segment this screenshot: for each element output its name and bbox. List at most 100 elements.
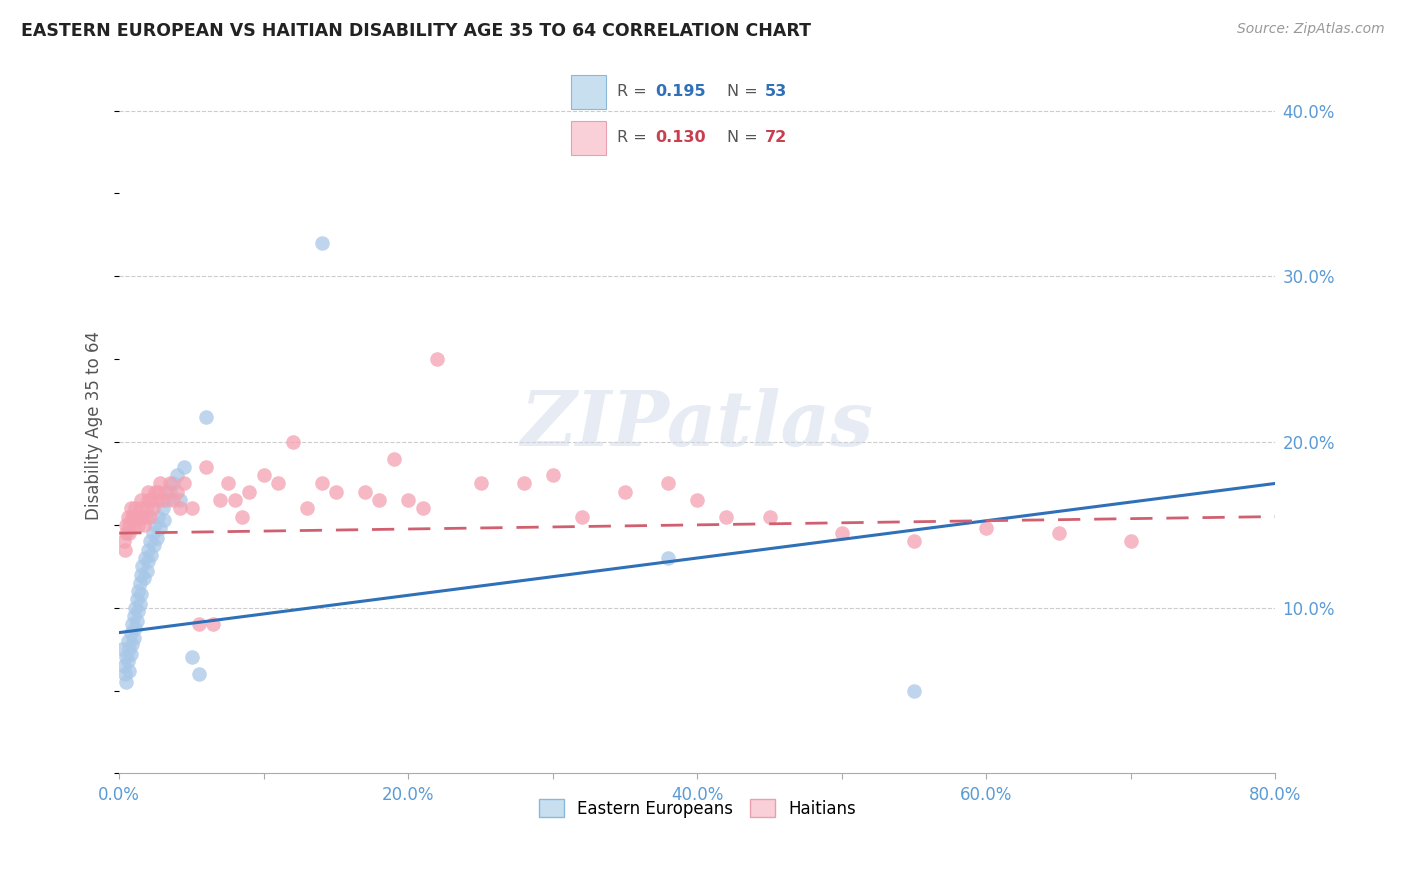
- Point: [325, 484, 347, 499]
- Point: [180, 650, 202, 665]
- Bar: [571, 75, 606, 109]
- Point: [135, 501, 157, 516]
- Text: Source: ZipAtlas.com: Source: ZipAtlas.com: [1237, 22, 1385, 37]
- Point: [118, 517, 141, 532]
- Point: [129, 501, 152, 516]
- Point: [470, 476, 492, 491]
- Point: [295, 501, 318, 516]
- Text: ZIPatlas: ZIPatlas: [520, 388, 875, 462]
- Point: [120, 625, 142, 640]
- Point: [127, 604, 149, 618]
- Point: [145, 484, 167, 499]
- Point: [903, 534, 925, 549]
- Point: [131, 559, 153, 574]
- Point: [125, 614, 148, 628]
- Point: [714, 509, 737, 524]
- Point: [128, 598, 150, 612]
- Point: [129, 567, 152, 582]
- Point: [118, 664, 141, 678]
- Point: [115, 517, 138, 532]
- Point: [368, 493, 391, 508]
- Text: 0.195: 0.195: [655, 84, 706, 99]
- Point: [541, 468, 564, 483]
- Point: [159, 484, 181, 499]
- Point: [173, 459, 195, 474]
- Point: [118, 526, 141, 541]
- Point: [148, 484, 170, 499]
- Point: [169, 501, 191, 516]
- Point: [136, 493, 159, 508]
- Point: [686, 493, 709, 508]
- Point: [169, 493, 191, 508]
- Point: [513, 476, 536, 491]
- Point: [180, 501, 202, 516]
- Point: [153, 513, 176, 527]
- Point: [114, 542, 136, 557]
- Point: [135, 564, 157, 578]
- Point: [124, 600, 146, 615]
- Point: [134, 509, 156, 524]
- Point: [114, 667, 136, 681]
- Point: [173, 476, 195, 491]
- Point: [128, 575, 150, 590]
- Point: [131, 509, 153, 524]
- Point: [396, 493, 419, 508]
- Point: [231, 509, 253, 524]
- Point: [149, 476, 172, 491]
- Point: [120, 501, 142, 516]
- Point: [117, 654, 139, 668]
- Point: [112, 658, 135, 673]
- Point: [162, 493, 184, 508]
- Point: [148, 509, 170, 524]
- Text: EASTERN EUROPEAN VS HAITIAN DISABILITY AGE 35 TO 64 CORRELATION CHART: EASTERN EUROPEAN VS HAITIAN DISABILITY A…: [21, 22, 811, 40]
- Point: [136, 542, 159, 557]
- Point: [209, 493, 232, 508]
- Point: [267, 476, 290, 491]
- Point: [974, 521, 997, 535]
- Point: [145, 517, 167, 532]
- Point: [571, 509, 593, 524]
- Point: [129, 587, 152, 601]
- Point: [132, 571, 155, 585]
- Point: [115, 675, 138, 690]
- Point: [122, 517, 145, 532]
- Point: [124, 501, 146, 516]
- Point: [121, 509, 143, 524]
- Legend: Eastern Europeans, Haitians: Eastern Europeans, Haitians: [531, 793, 862, 824]
- Point: [125, 509, 148, 524]
- Point: [120, 647, 142, 661]
- Point: [122, 631, 145, 645]
- Point: [412, 501, 434, 516]
- Point: [139, 548, 162, 562]
- Point: [382, 451, 405, 466]
- Point: [354, 484, 377, 499]
- Point: [159, 476, 181, 491]
- Point: [121, 617, 143, 632]
- Point: [111, 642, 134, 657]
- Point: [124, 621, 146, 635]
- Point: [187, 617, 209, 632]
- Point: [253, 468, 276, 483]
- Point: [166, 484, 188, 499]
- Point: [614, 484, 637, 499]
- Point: [127, 517, 149, 532]
- Text: R =: R =: [617, 84, 652, 99]
- Point: [281, 435, 304, 450]
- Point: [134, 551, 156, 566]
- Point: [311, 476, 333, 491]
- Point: [162, 476, 184, 491]
- Point: [118, 642, 141, 657]
- Point: [146, 531, 169, 545]
- Point: [141, 501, 163, 516]
- Y-axis label: Disability Age 35 to 64: Disability Age 35 to 64: [86, 331, 103, 520]
- Point: [831, 526, 853, 541]
- Point: [152, 501, 174, 516]
- Bar: [571, 121, 606, 155]
- Point: [657, 551, 679, 566]
- Point: [238, 484, 260, 499]
- Point: [136, 484, 159, 499]
- Point: [202, 617, 225, 632]
- Text: N =: N =: [727, 84, 763, 99]
- Point: [117, 633, 139, 648]
- Point: [129, 493, 152, 508]
